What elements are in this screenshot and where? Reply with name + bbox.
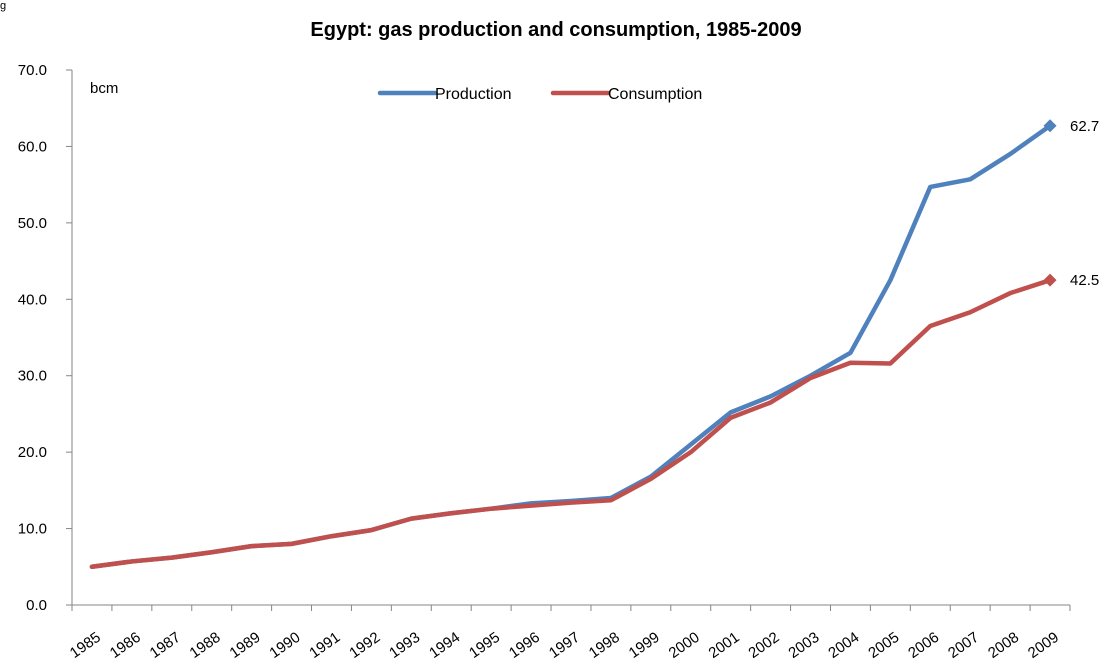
- corner-mark: g: [0, 0, 7, 12]
- x-tick-label: 1994: [426, 629, 463, 662]
- x-tick-label: 1986: [107, 629, 144, 662]
- y-tick-label: 20.0: [18, 444, 47, 461]
- end-label-consumption: 42.5: [1070, 272, 1099, 289]
- x-tick-label: 1998: [586, 629, 623, 662]
- x-tick-label: 1995: [466, 629, 503, 662]
- y-tick-label: 70.0: [18, 62, 47, 79]
- axes: [71, 70, 1070, 606]
- y-tick-label: 40.0: [18, 291, 47, 308]
- series-line-consumption: [89, 277, 1053, 570]
- x-tick-label: 2002: [745, 629, 782, 662]
- x-tick-label: 2001: [706, 629, 743, 662]
- x-tick-label: 1993: [386, 629, 423, 662]
- x-tick-label: 2003: [785, 629, 822, 662]
- x-tick-label: 1985: [67, 629, 104, 662]
- y-tick-label: 30.0: [18, 368, 47, 385]
- x-tick-label: 2005: [865, 629, 902, 662]
- unit-label: bcm: [90, 80, 118, 97]
- x-tick-label: 1991: [306, 629, 343, 662]
- legend: Production Consumption: [377, 86, 702, 103]
- legend-label-consumption: Consumption: [608, 86, 702, 103]
- x-tick-label: 1997: [546, 629, 583, 662]
- series-layer: 62.7 42.5: [89, 118, 1099, 570]
- x-tick-label: 1988: [187, 629, 224, 662]
- x-tick-label: 1989: [227, 629, 264, 662]
- y-axis-ticks: 0.0 10.0 20.0 30.0 40.0 50.0 60.0 70.0: [18, 62, 72, 614]
- y-tick-label: 50.0: [18, 215, 47, 232]
- end-marker-consumption: [1043, 273, 1057, 287]
- x-axis-ticks: 1985 1986 1987 1988 1989 1990 1991 1992 1993 1994…: [67, 605, 1071, 662]
- legend-label-production: Production: [435, 86, 512, 103]
- x-tick-label: 1992: [346, 629, 383, 662]
- end-label-production: 62.7: [1070, 118, 1099, 135]
- x-tick-label: 1990: [266, 629, 303, 662]
- y-tick-label: 0.0: [26, 597, 47, 614]
- y-tick-label: 60.0: [18, 138, 47, 155]
- x-tick-label: 1999: [626, 629, 663, 662]
- x-tick-label: 2009: [1025, 629, 1062, 662]
- x-tick-label: 2006: [905, 629, 942, 662]
- x-tick-label: 2008: [985, 629, 1022, 662]
- x-tick-label: 2000: [666, 629, 703, 662]
- x-tick-label: 1996: [506, 629, 543, 662]
- x-tick-label: 2004: [825, 629, 862, 662]
- x-tick-label: 2007: [945, 629, 982, 662]
- chart-title: Egypt: gas production and consumption, 1…: [310, 19, 802, 41]
- x-tick-label: 1987: [147, 629, 184, 662]
- y-tick-label: 10.0: [18, 521, 47, 538]
- end-marker-production: [1043, 119, 1057, 133]
